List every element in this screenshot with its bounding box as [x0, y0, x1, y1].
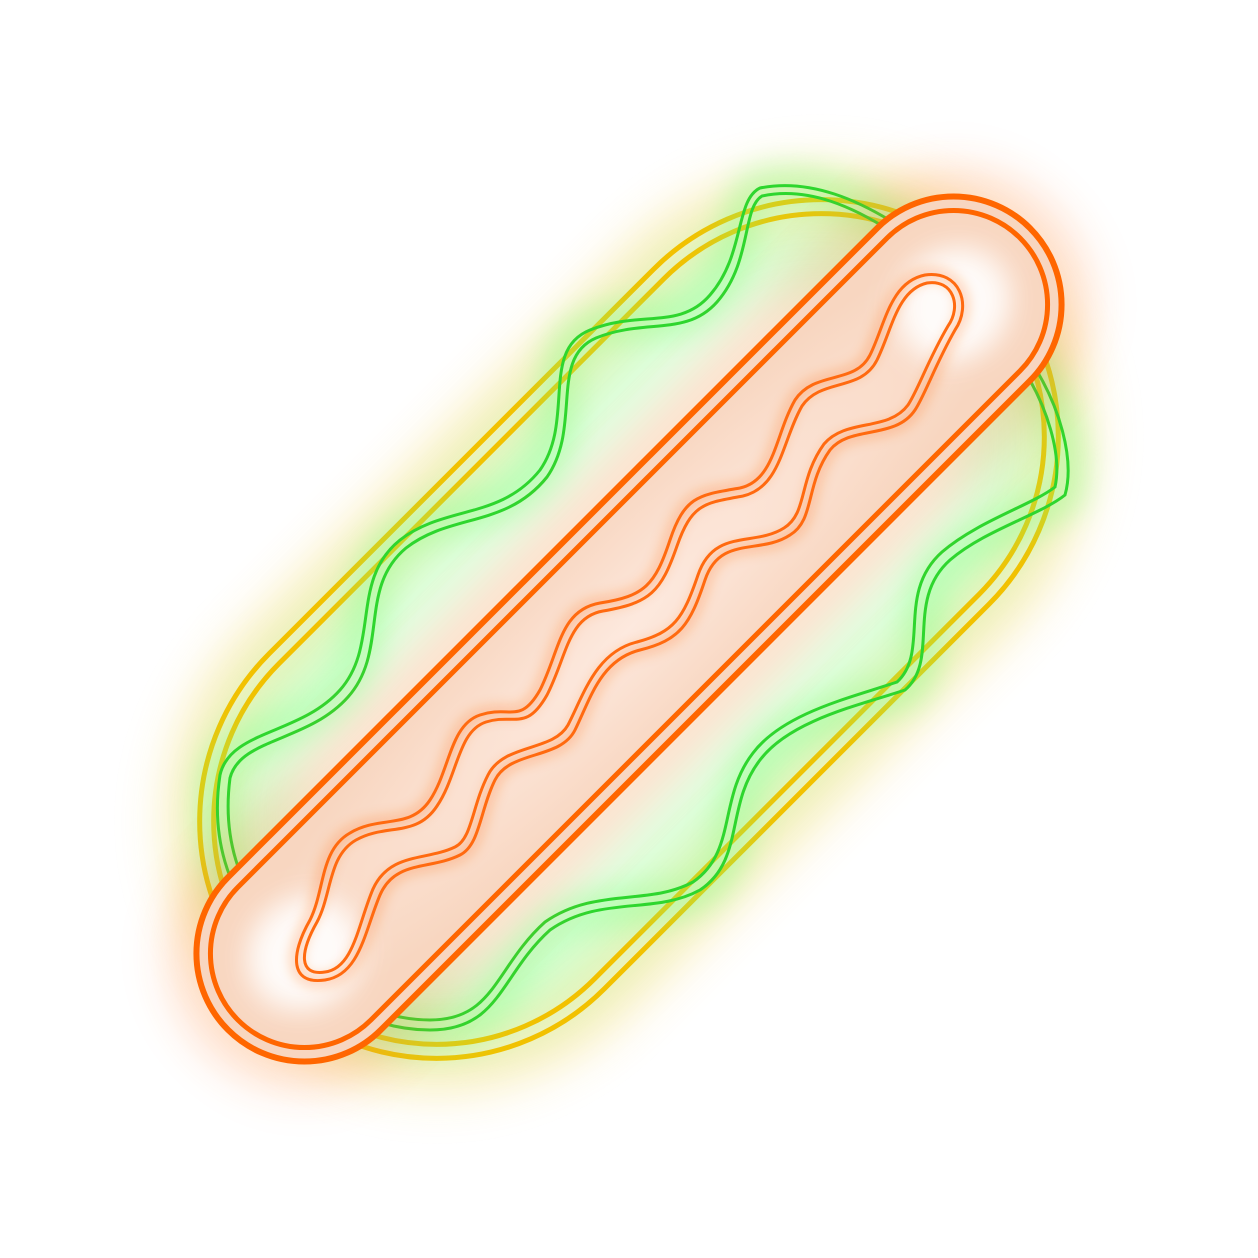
mustard-outline-outer: [295, 273, 965, 983]
sausage-outline-outer: [193, 193, 1065, 1065]
sausage-body: [196, 196, 1062, 1062]
mustard: [289, 267, 970, 988]
lettuce: [197, 165, 1089, 1051]
sausage-outline-inner: [207, 207, 1051, 1051]
lettuce-outline-inner: [226, 192, 1059, 1022]
lettuce-outline-outer: [215, 184, 1070, 1032]
mustard-outline-inner: [303, 281, 957, 974]
